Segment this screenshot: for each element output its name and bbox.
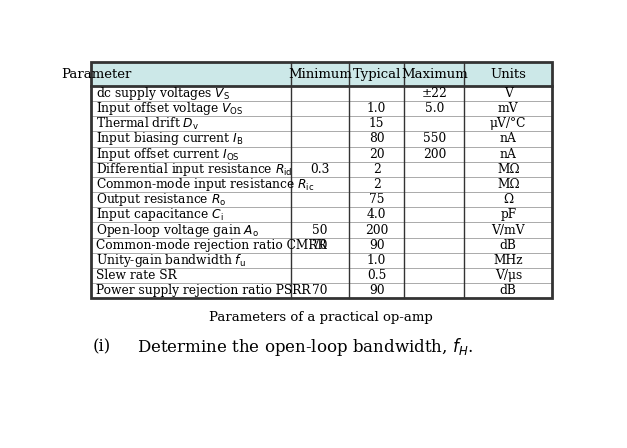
Text: Determine the open-loop bandwidth, $f_H$.: Determine the open-loop bandwidth, $f_H$…	[137, 336, 473, 358]
Text: 75: 75	[369, 193, 384, 206]
Text: Differential input resistance $R_\mathrm{id}$: Differential input resistance $R_\mathrm…	[97, 161, 293, 178]
Text: 200: 200	[365, 224, 388, 237]
Text: nA: nA	[500, 133, 517, 146]
Text: Slew rate SR: Slew rate SR	[97, 269, 177, 282]
Text: mV: mV	[498, 102, 519, 115]
Text: 5.0: 5.0	[424, 102, 444, 115]
Text: Minimum: Minimum	[288, 68, 352, 81]
Text: 15: 15	[369, 117, 384, 130]
Text: dB: dB	[500, 239, 517, 252]
Text: Units: Units	[490, 68, 526, 81]
Bar	[90, 62, 552, 86]
Text: Parameters of a practical op-amp: Parameters of a practical op-amp	[209, 311, 433, 324]
Text: 20: 20	[369, 148, 384, 161]
Text: Typical: Typical	[352, 68, 401, 81]
Text: Unity-gain bandwidth $f_\mathrm{u}$: Unity-gain bandwidth $f_\mathrm{u}$	[97, 252, 246, 269]
Text: dB: dB	[500, 284, 517, 297]
Bar	[90, 86, 552, 298]
Text: Thermal drift $D_\mathrm{v}$: Thermal drift $D_\mathrm{v}$	[97, 116, 199, 132]
Text: V: V	[504, 87, 513, 100]
Text: 70: 70	[312, 284, 328, 297]
Text: 1.0: 1.0	[367, 254, 386, 267]
Text: 80: 80	[369, 133, 384, 146]
Text: Parameter: Parameter	[61, 68, 132, 81]
Text: 0.3: 0.3	[310, 163, 330, 176]
Text: V/mV: V/mV	[492, 224, 525, 237]
Text: Power supply rejection ratio PSRR: Power supply rejection ratio PSRR	[97, 284, 311, 297]
Text: Common-mode input resistance $R_\mathrm{ic}$: Common-mode input resistance $R_\mathrm{…	[97, 176, 315, 193]
Text: dc supply voltages $V_\mathrm{S}$: dc supply voltages $V_\mathrm{S}$	[97, 85, 231, 102]
Text: Maximum: Maximum	[401, 68, 468, 81]
Text: 90: 90	[369, 284, 384, 297]
Text: MHz: MHz	[493, 254, 523, 267]
Text: 70: 70	[312, 239, 328, 252]
Text: V/μs: V/μs	[495, 269, 522, 282]
Text: Input biasing current $I_\mathrm{B}$: Input biasing current $I_\mathrm{B}$	[97, 130, 244, 147]
Text: (i): (i)	[93, 338, 111, 355]
Text: Input offset current $I_\mathrm{OS}$: Input offset current $I_\mathrm{OS}$	[97, 146, 240, 163]
Text: 4.0: 4.0	[367, 208, 386, 221]
Text: pF: pF	[500, 208, 517, 221]
Text: 1.0: 1.0	[367, 102, 386, 115]
Text: Output resistance $R_\mathrm{o}$: Output resistance $R_\mathrm{o}$	[97, 191, 227, 208]
Text: MΩ: MΩ	[497, 163, 520, 176]
Text: nA: nA	[500, 148, 517, 161]
Text: 50: 50	[312, 224, 328, 237]
Text: 2: 2	[373, 178, 381, 191]
Text: MΩ: MΩ	[497, 178, 520, 191]
Text: 200: 200	[423, 148, 446, 161]
Bar	[90, 62, 552, 298]
Text: 2: 2	[373, 163, 381, 176]
Text: 90: 90	[369, 239, 384, 252]
Text: Common-mode rejection ratio CMRR: Common-mode rejection ratio CMRR	[97, 239, 327, 252]
Text: ±22: ±22	[421, 87, 448, 100]
Text: Input capacitance $C_\mathrm{i}$: Input capacitance $C_\mathrm{i}$	[97, 207, 224, 224]
Text: 550: 550	[423, 133, 446, 146]
Text: Input offset voltage $V_\mathrm{OS}$: Input offset voltage $V_\mathrm{OS}$	[97, 100, 244, 117]
Text: 0.5: 0.5	[367, 269, 386, 282]
Text: μV/°C: μV/°C	[490, 117, 527, 130]
Text: Open-loop voltage gain $A_\mathrm{o}$: Open-loop voltage gain $A_\mathrm{o}$	[97, 221, 260, 238]
Text: Ω: Ω	[503, 193, 514, 206]
